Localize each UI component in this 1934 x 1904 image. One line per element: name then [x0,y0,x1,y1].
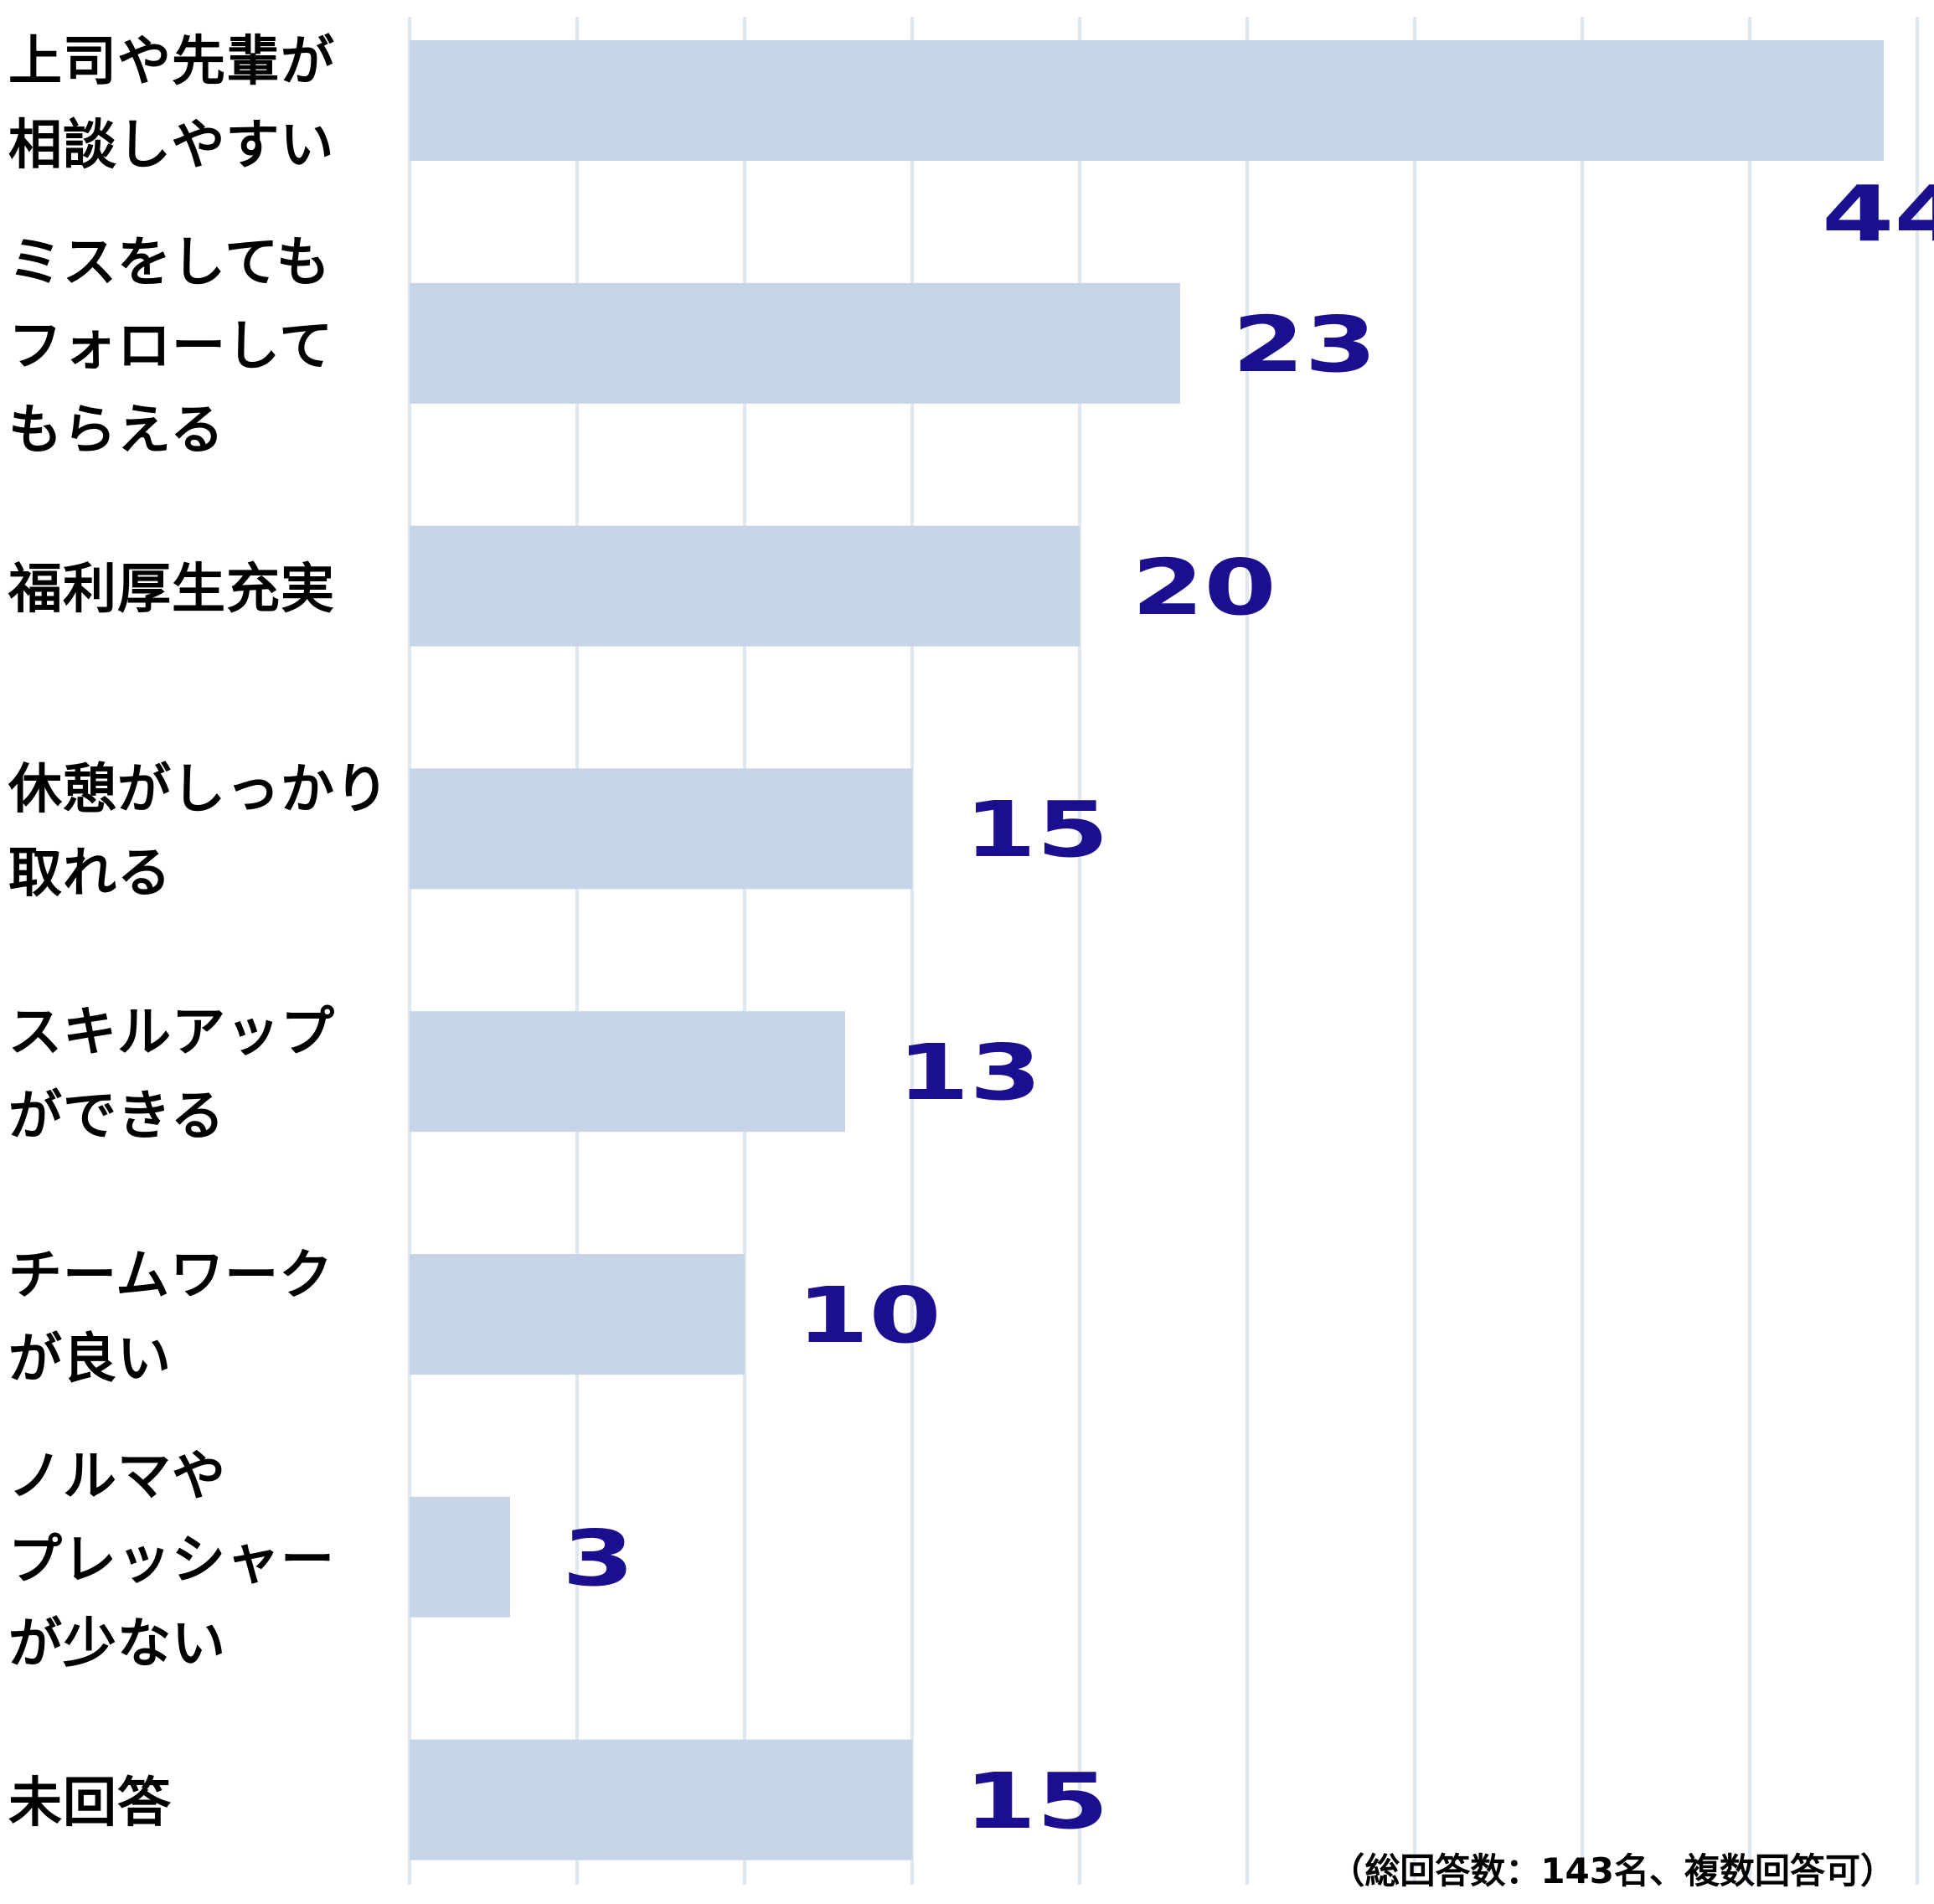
bar [410,282,1180,404]
bar [410,1254,745,1375]
value-label: 15 [964,785,1109,875]
value-label: 20 [1132,542,1276,632]
bar [410,1496,510,1618]
value-label: 13 [897,1028,1042,1118]
category-label: 福利厚生充実 [8,558,335,621]
value-label: 10 [797,1271,941,1360]
footnote: （総回答数：143名、複数回答可） [1329,1850,1895,1891]
category-label: 上司や先輩が 相談しやすい [8,31,335,177]
category-label: ミスをしても フォローして もらえる [8,231,334,462]
value-label: 23 [1232,299,1377,390]
bar [410,1739,912,1860]
value-label: 15 [964,1756,1109,1846]
category-label: ノルマや プレッシャー が少ない [8,1445,335,1675]
category-label: 休憩がしっかり 取れる [8,759,389,906]
category-label: 未回答 [8,1772,172,1834]
bar [410,768,912,890]
bar [410,40,1884,161]
bar [410,1011,845,1133]
value-label: 3 [562,1513,635,1603]
bar [410,525,1080,647]
category-label: チームワーク が良い [8,1245,334,1391]
value-label: 44 [1822,169,1934,259]
category-label: スキルアップ ができる [8,1002,335,1148]
